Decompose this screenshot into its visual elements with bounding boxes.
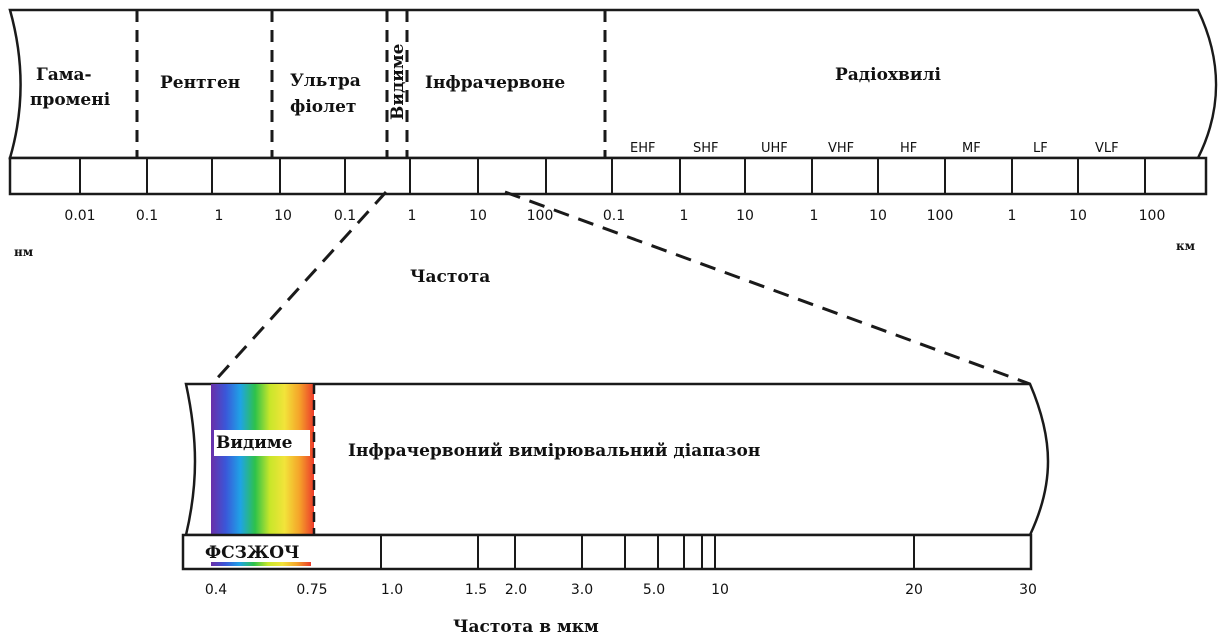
subband-ehf: EHF (630, 141, 655, 156)
color-initials-underline (211, 562, 311, 566)
top-tick-label: 1 (1008, 208, 1017, 224)
bottom-tick-label: 0.4 (205, 582, 227, 598)
top-axis-title: Частота (410, 267, 490, 287)
top-tick-label: 10 (1069, 208, 1087, 224)
gamma-label-1: Гама- (36, 65, 92, 85)
subband-uhf: UHF (761, 141, 788, 156)
radio-subband-labels: EHF SHF UHF VHF HF MF LF VLF (630, 141, 1119, 156)
top-tick-label: 0.01 (64, 208, 95, 224)
top-band-separators (135, 10, 607, 158)
top-tick-label: 100 (1139, 208, 1166, 224)
bottom-scale-dividers (380, 535, 915, 569)
top-tick-label: 0.1 (136, 208, 158, 224)
top-tick-labels: 0.01 0.1 1 10 0.1 1 10 100 0.1 1 10 1 10 100 1 10 100 (64, 208, 1165, 224)
unit-km: км (1176, 239, 1196, 253)
uv-label-2: фіолет (290, 97, 356, 117)
top-tick-label: 1 (810, 208, 819, 224)
subband-lf: LF (1033, 141, 1048, 156)
bottom-tick-label: 5.0 (643, 582, 665, 598)
radio-label: Радіохвилі (835, 65, 941, 85)
top-tick-label: 10 (736, 208, 754, 224)
top-tick-label: 100 (927, 208, 954, 224)
xray-label: Рентген (160, 73, 240, 93)
subband-vlf: VLF (1095, 141, 1119, 156)
top-tick-label: 10 (469, 208, 487, 224)
bottom-tick-label: 20 (905, 582, 923, 598)
uv-label-1: Ультра (290, 71, 361, 91)
bottom-ir-label: Інфрачервоний вимірювальний діапазон (348, 441, 760, 461)
bottom-scale-bar (181, 533, 1033, 571)
subband-shf: SHF (693, 141, 719, 156)
visible-label-vertical: Видиме (388, 43, 408, 120)
bottom-visible-label: Видиме (216, 433, 293, 453)
color-initials-label: ФСЗЖОЧ (205, 543, 300, 563)
unit-nm: нм (14, 245, 34, 259)
bottom-tick-labels: 0.4 0.75 1.0 1.5 2.0 3.0 5.0 10 20 30 (205, 582, 1037, 598)
subband-vhf: VHF (828, 141, 854, 156)
ir-label: Інфрачервоне (425, 73, 565, 93)
top-scale-dividers (79, 158, 1146, 194)
top-tick-label: 0.1 (334, 208, 356, 224)
visible-label-bg (214, 430, 310, 456)
bottom-tick-label: 0.75 (296, 582, 327, 598)
bottom-tick-label: 3.0 (571, 582, 593, 598)
top-tick-label: 1 (408, 208, 417, 224)
bottom-tick-label: 30 (1019, 582, 1037, 598)
zoom-connectors (210, 190, 1031, 386)
top-spectrum: Гама- промені Рентген Ультра фіолет Види… (8, 8, 1218, 287)
bottom-spectrum: Видиме Інфрачервоний вимірювальний діапа… (181, 382, 1050, 637)
bottom-tick-label: 2.0 (505, 582, 527, 598)
bottom-tick-label: 1.5 (465, 582, 487, 598)
top-tick-label: 0.1 (603, 208, 625, 224)
top-tick-label: 1 (680, 208, 689, 224)
gamma-label-2: промені (30, 90, 111, 110)
visible-spectrum-strip (211, 384, 314, 535)
top-tick-label: 1 (215, 208, 224, 224)
subband-hf: HF (900, 141, 917, 156)
top-scale-bar (8, 156, 1208, 196)
bottom-axis-title: Частота в мкм (453, 617, 599, 637)
top-tick-label: 10 (869, 208, 887, 224)
bottom-tick-label: 1.0 (381, 582, 403, 598)
subband-mf: MF (962, 141, 981, 156)
bottom-tick-label: 10 (711, 582, 729, 598)
top-tick-label: 10 (274, 208, 292, 224)
top-tick-label: 100 (527, 208, 554, 224)
